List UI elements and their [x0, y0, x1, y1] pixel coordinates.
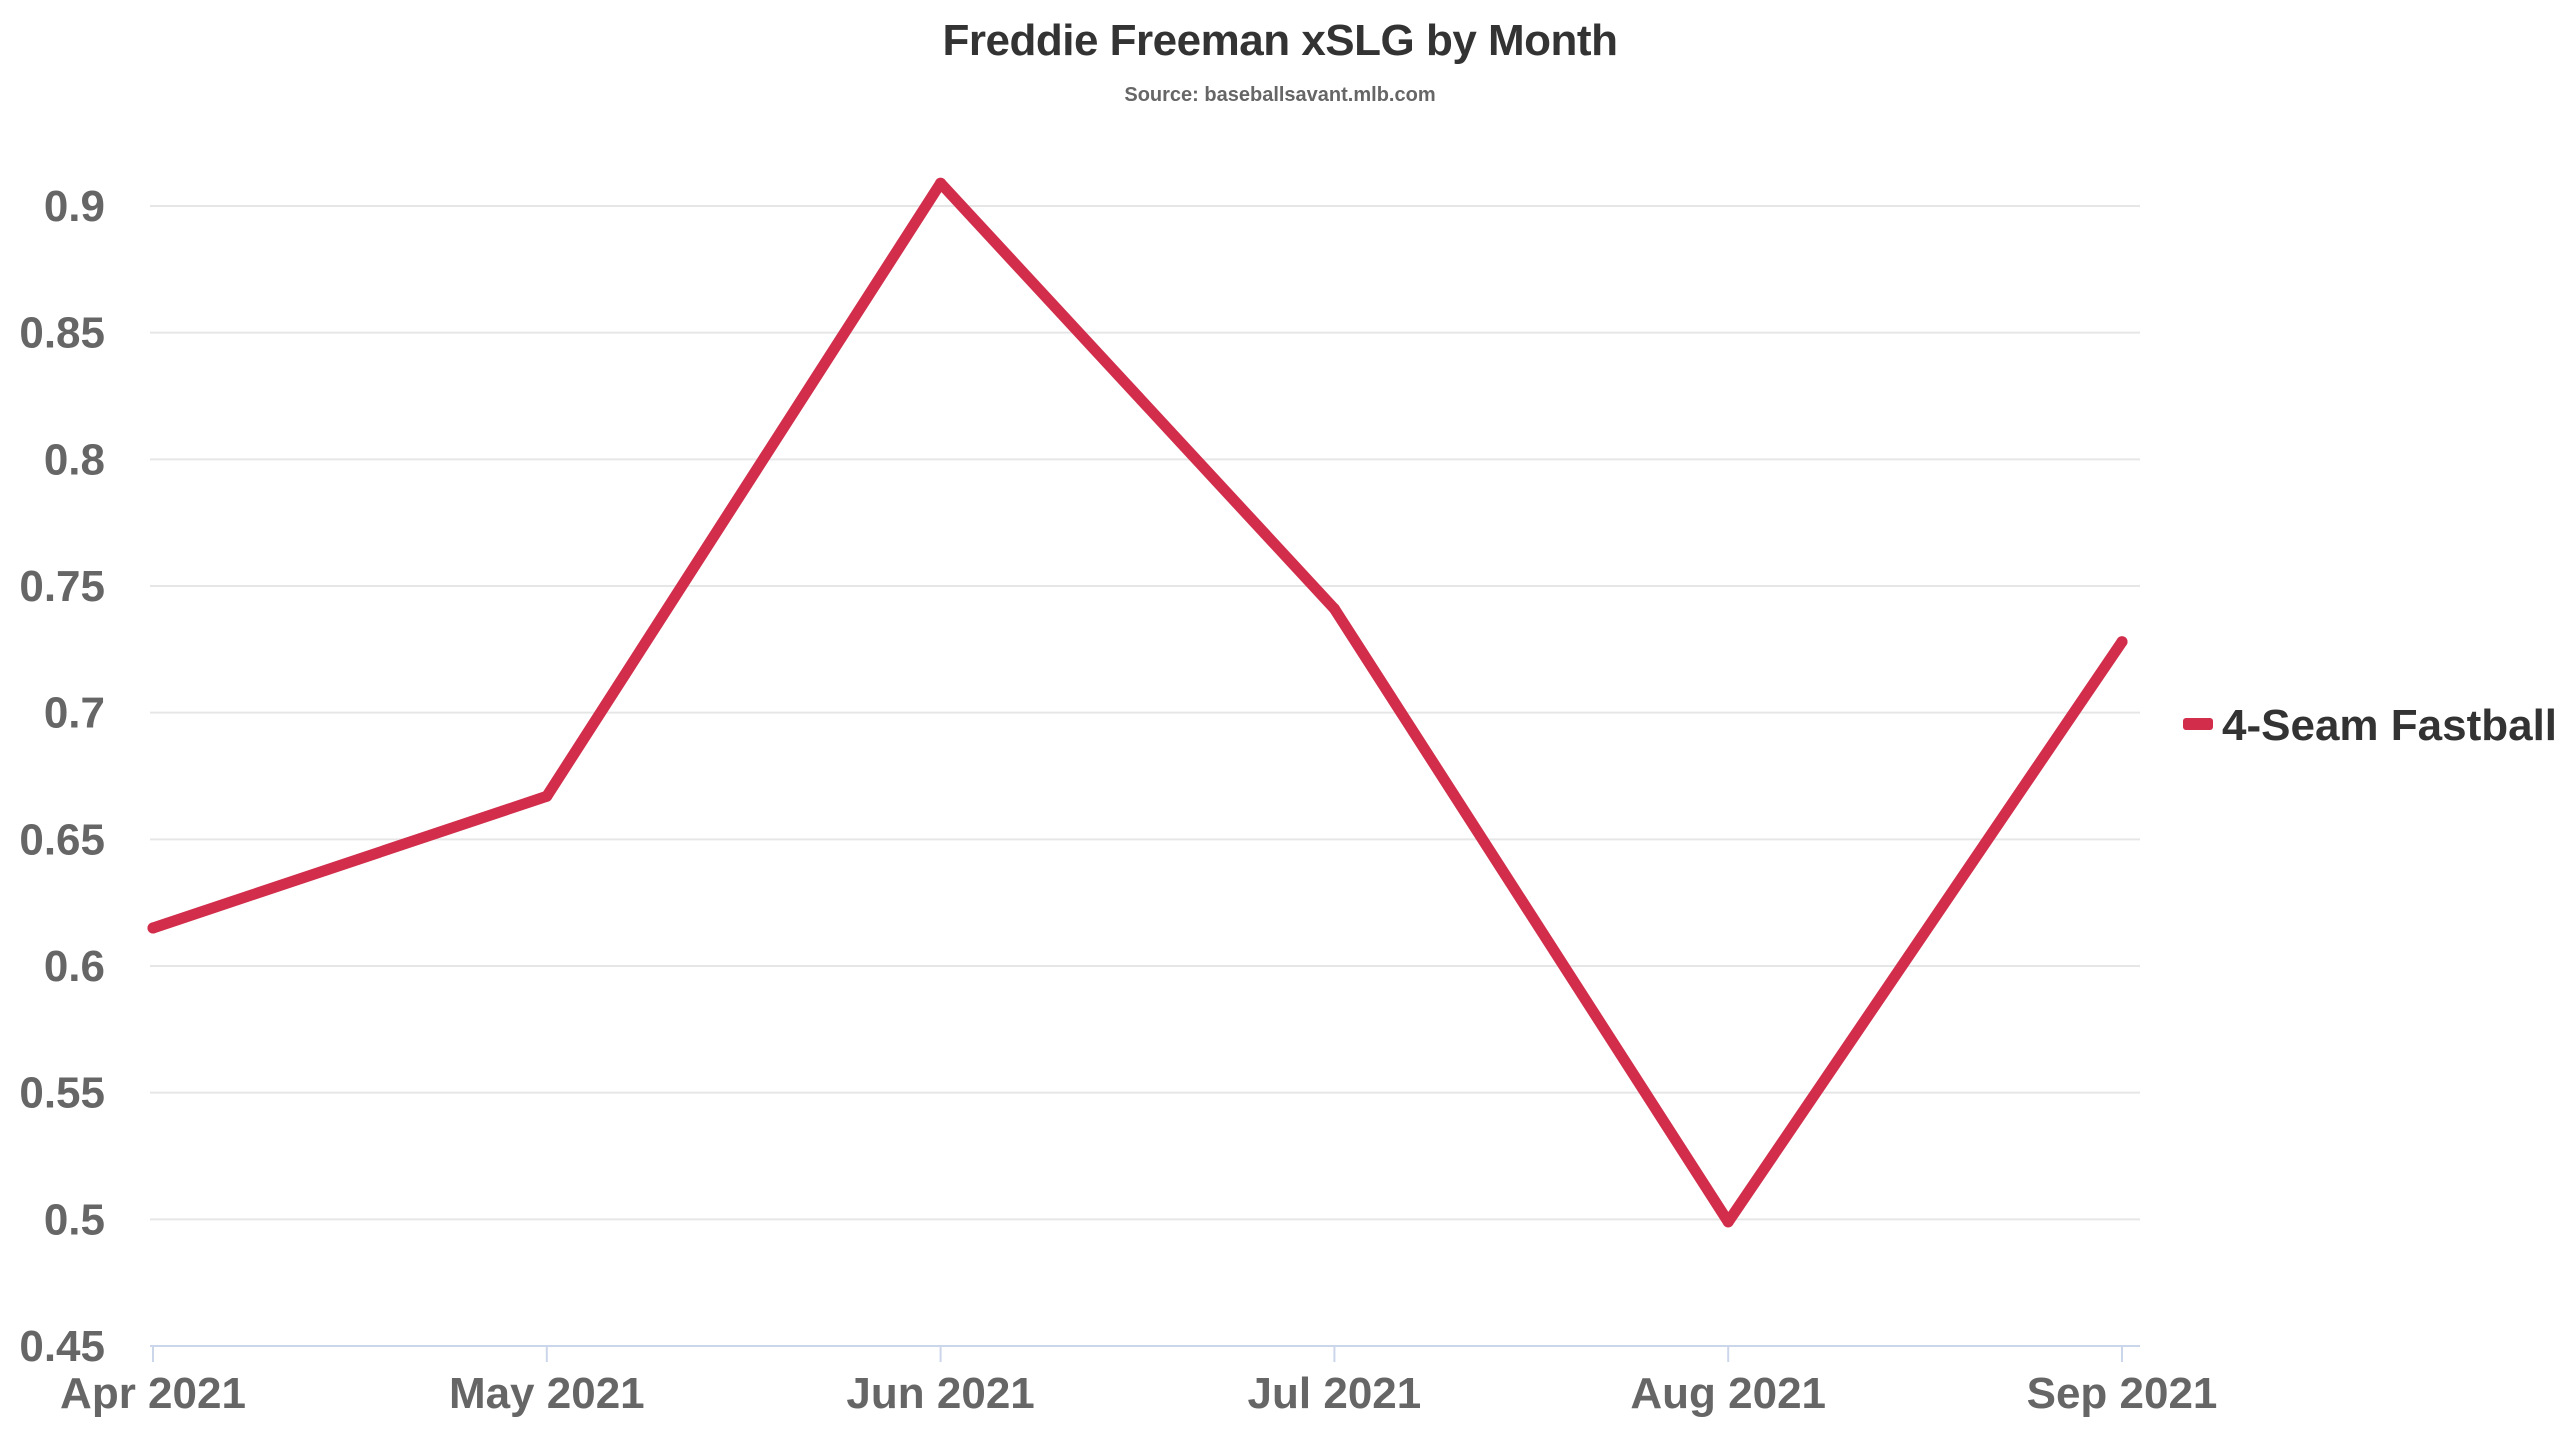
- x-tick-label: Jun 2021: [846, 1369, 1034, 1418]
- y-tick-label: 0.65: [19, 815, 105, 864]
- data-point[interactable]: [1328, 603, 1340, 615]
- y-tick-label: 0.7: [44, 689, 105, 738]
- legend-label[interactable]: 4-Seam Fastball: [2222, 701, 2557, 750]
- legend-swatch[interactable]: [2183, 718, 2213, 730]
- x-tick-label: Aug 2021: [1630, 1369, 1826, 1418]
- data-point[interactable]: [1722, 1216, 1734, 1228]
- y-tick-label: 0.8: [44, 435, 105, 484]
- y-tick-label: 0.6: [44, 942, 105, 991]
- chart-subtitle: Source: baseballsavant.mlb.com: [1124, 84, 1436, 106]
- x-tick-label: Apr 2021: [60, 1369, 246, 1418]
- y-tick-label: 0.75: [19, 562, 105, 611]
- data-point[interactable]: [147, 922, 159, 934]
- data-point[interactable]: [935, 177, 947, 189]
- grid-lines: [150, 205, 2140, 1221]
- y-tick-label: 0.5: [44, 1195, 105, 1244]
- data-point[interactable]: [541, 790, 553, 802]
- x-tick-label: Sep 2021: [2027, 1369, 2218, 1418]
- series-layer: [147, 177, 2128, 1228]
- y-tick-label: 0.55: [19, 1069, 105, 1118]
- y-axis-ticks: 0.45 0.5 0.55 0.6 0.65 0.7 0.75 0.8 0.85 0.9: [19, 182, 105, 1371]
- series-line[interactable]: [147, 177, 2128, 1228]
- data-point[interactable]: [2116, 636, 2128, 648]
- x-axis-ticks: Apr 2021 May 2021 Jun 2021 Jul 2021 Aug 2021…: [60, 1346, 2217, 1418]
- y-tick-label: 0.9: [44, 182, 105, 231]
- y-tick-label: 0.45: [19, 1322, 105, 1371]
- y-tick-label: 0.85: [19, 309, 105, 358]
- chart-title: Freddie Freeman xSLG by Month: [942, 16, 1618, 65]
- x-tick-label: Jul 2021: [1248, 1369, 1422, 1418]
- x-tick-label: May 2021: [449, 1369, 645, 1418]
- legend[interactable]: 4-Seam Fastball: [2183, 701, 2557, 750]
